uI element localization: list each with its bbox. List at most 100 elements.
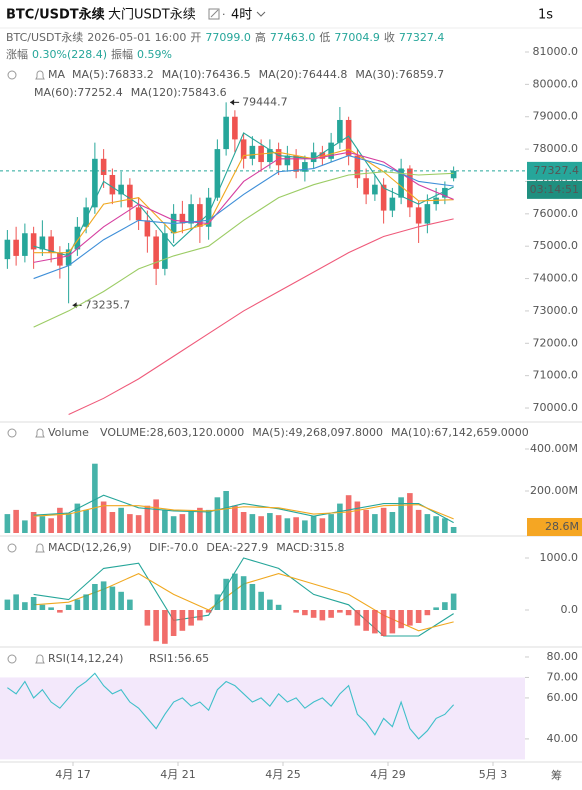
bar — [39, 516, 46, 533]
bar — [74, 599, 81, 610]
bar — [442, 602, 448, 610]
candle-body — [363, 178, 369, 195]
indicator-toggle[interactable] — [7, 654, 45, 664]
bar — [275, 604, 282, 610]
extreme-arrowhead — [230, 99, 235, 106]
bar — [4, 514, 11, 533]
indicator-toggle[interactable] — [7, 428, 45, 438]
legend-item: DEA:-227.9 — [206, 541, 268, 554]
bar — [302, 520, 308, 533]
bar — [380, 610, 387, 637]
candle-body — [310, 152, 317, 163]
bar — [389, 512, 396, 533]
candle-body — [267, 149, 273, 163]
bar — [319, 610, 326, 621]
candle-body — [424, 204, 431, 224]
bar — [100, 501, 107, 533]
extreme-label: 79444.7 — [242, 95, 288, 108]
candle-body — [100, 158, 107, 175]
candle-body — [284, 155, 291, 166]
indicator-toggle[interactable] — [7, 543, 45, 553]
candle-body — [57, 252, 63, 266]
indicator-line — [33, 171, 454, 328]
info-item: 0.59% — [137, 48, 172, 61]
bar — [398, 497, 404, 533]
bar — [328, 610, 334, 618]
y-tick-label: 78000.0 — [533, 142, 579, 155]
info-line: 涨幅 0.30%(228.4) 振幅 0.59% — [6, 47, 172, 61]
bar — [284, 518, 291, 533]
legend-item: MACD:315.8 — [276, 541, 344, 554]
candle-body — [240, 139, 247, 159]
candle-body — [109, 174, 116, 195]
bar — [302, 610, 308, 616]
bar — [363, 509, 369, 533]
bar — [170, 516, 177, 533]
bar — [232, 573, 238, 610]
bar — [372, 514, 378, 533]
bar — [258, 516, 264, 533]
candle-body — [223, 116, 229, 150]
bar — [232, 505, 238, 533]
legend-item: DIF:-70.0 — [149, 541, 198, 554]
speed[interactable]: 1s — [538, 8, 553, 23]
info-item: BTC/USDT永续 — [6, 30, 83, 44]
indicator-toggle[interactable] — [7, 70, 45, 80]
candle-body — [30, 233, 37, 250]
bar — [100, 581, 107, 610]
legend-title: MA — [48, 68, 65, 81]
bar — [240, 512, 247, 533]
legend-item: VOLUME:28,603,120.0000 — [100, 426, 244, 439]
symbol[interactable]: BTC/USDT永续 — [6, 7, 105, 23]
interval[interactable]: 4时 — [231, 8, 252, 23]
bar — [398, 610, 404, 629]
info-item: 开 — [190, 31, 201, 44]
info-item: 0.30%(228.4) — [32, 48, 107, 61]
info-item: 77463.0 — [270, 31, 316, 44]
bar — [214, 594, 221, 610]
bar — [188, 610, 194, 626]
dropdown-caret[interactable] — [256, 11, 266, 17]
candle-body — [22, 233, 28, 256]
x-tick-label: 5月 3 — [479, 768, 508, 781]
edit-icon[interactable] — [208, 8, 220, 20]
info-item: 2026-05-01 16:00 — [87, 31, 186, 44]
legend-item: MA(5):76833.2 — [72, 68, 154, 81]
legend-item: MA(60):77252.4 — [34, 86, 123, 99]
bar — [258, 591, 264, 610]
last-price: 77327.4 — [534, 164, 580, 177]
candle-body — [48, 236, 54, 253]
bar — [310, 516, 317, 533]
bar — [205, 509, 212, 533]
bar — [424, 514, 431, 533]
dot: · — [222, 8, 226, 21]
bar — [337, 610, 343, 613]
alt-symbol[interactable]: 大门USDT永续 — [108, 8, 196, 23]
y-tick-label: 60.00 — [547, 691, 579, 704]
bar — [267, 599, 273, 610]
candle-body — [345, 119, 352, 156]
bar — [162, 509, 168, 533]
bar — [345, 610, 352, 616]
bar — [92, 463, 98, 533]
candle-body — [135, 207, 142, 221]
bar — [57, 507, 63, 533]
y-tick-label: 0.0 — [561, 603, 579, 616]
legend-item: MA(10):76436.5 — [162, 68, 251, 81]
candle-body — [389, 197, 396, 211]
side-tab[interactable]: 筹 — [551, 768, 562, 782]
candle-body — [433, 197, 439, 205]
info-item: 77004.9 — [334, 31, 380, 44]
bar — [424, 610, 431, 616]
candle-body — [302, 162, 308, 172]
bar — [328, 514, 334, 533]
bar — [153, 499, 159, 533]
bar — [337, 503, 343, 533]
candle-body — [450, 170, 457, 179]
y-tick-label: 80000.0 — [533, 77, 579, 90]
candle-body — [293, 155, 299, 172]
candle-body — [319, 152, 326, 159]
bar — [267, 513, 273, 533]
indicator-line — [33, 151, 454, 263]
bar — [4, 599, 11, 610]
